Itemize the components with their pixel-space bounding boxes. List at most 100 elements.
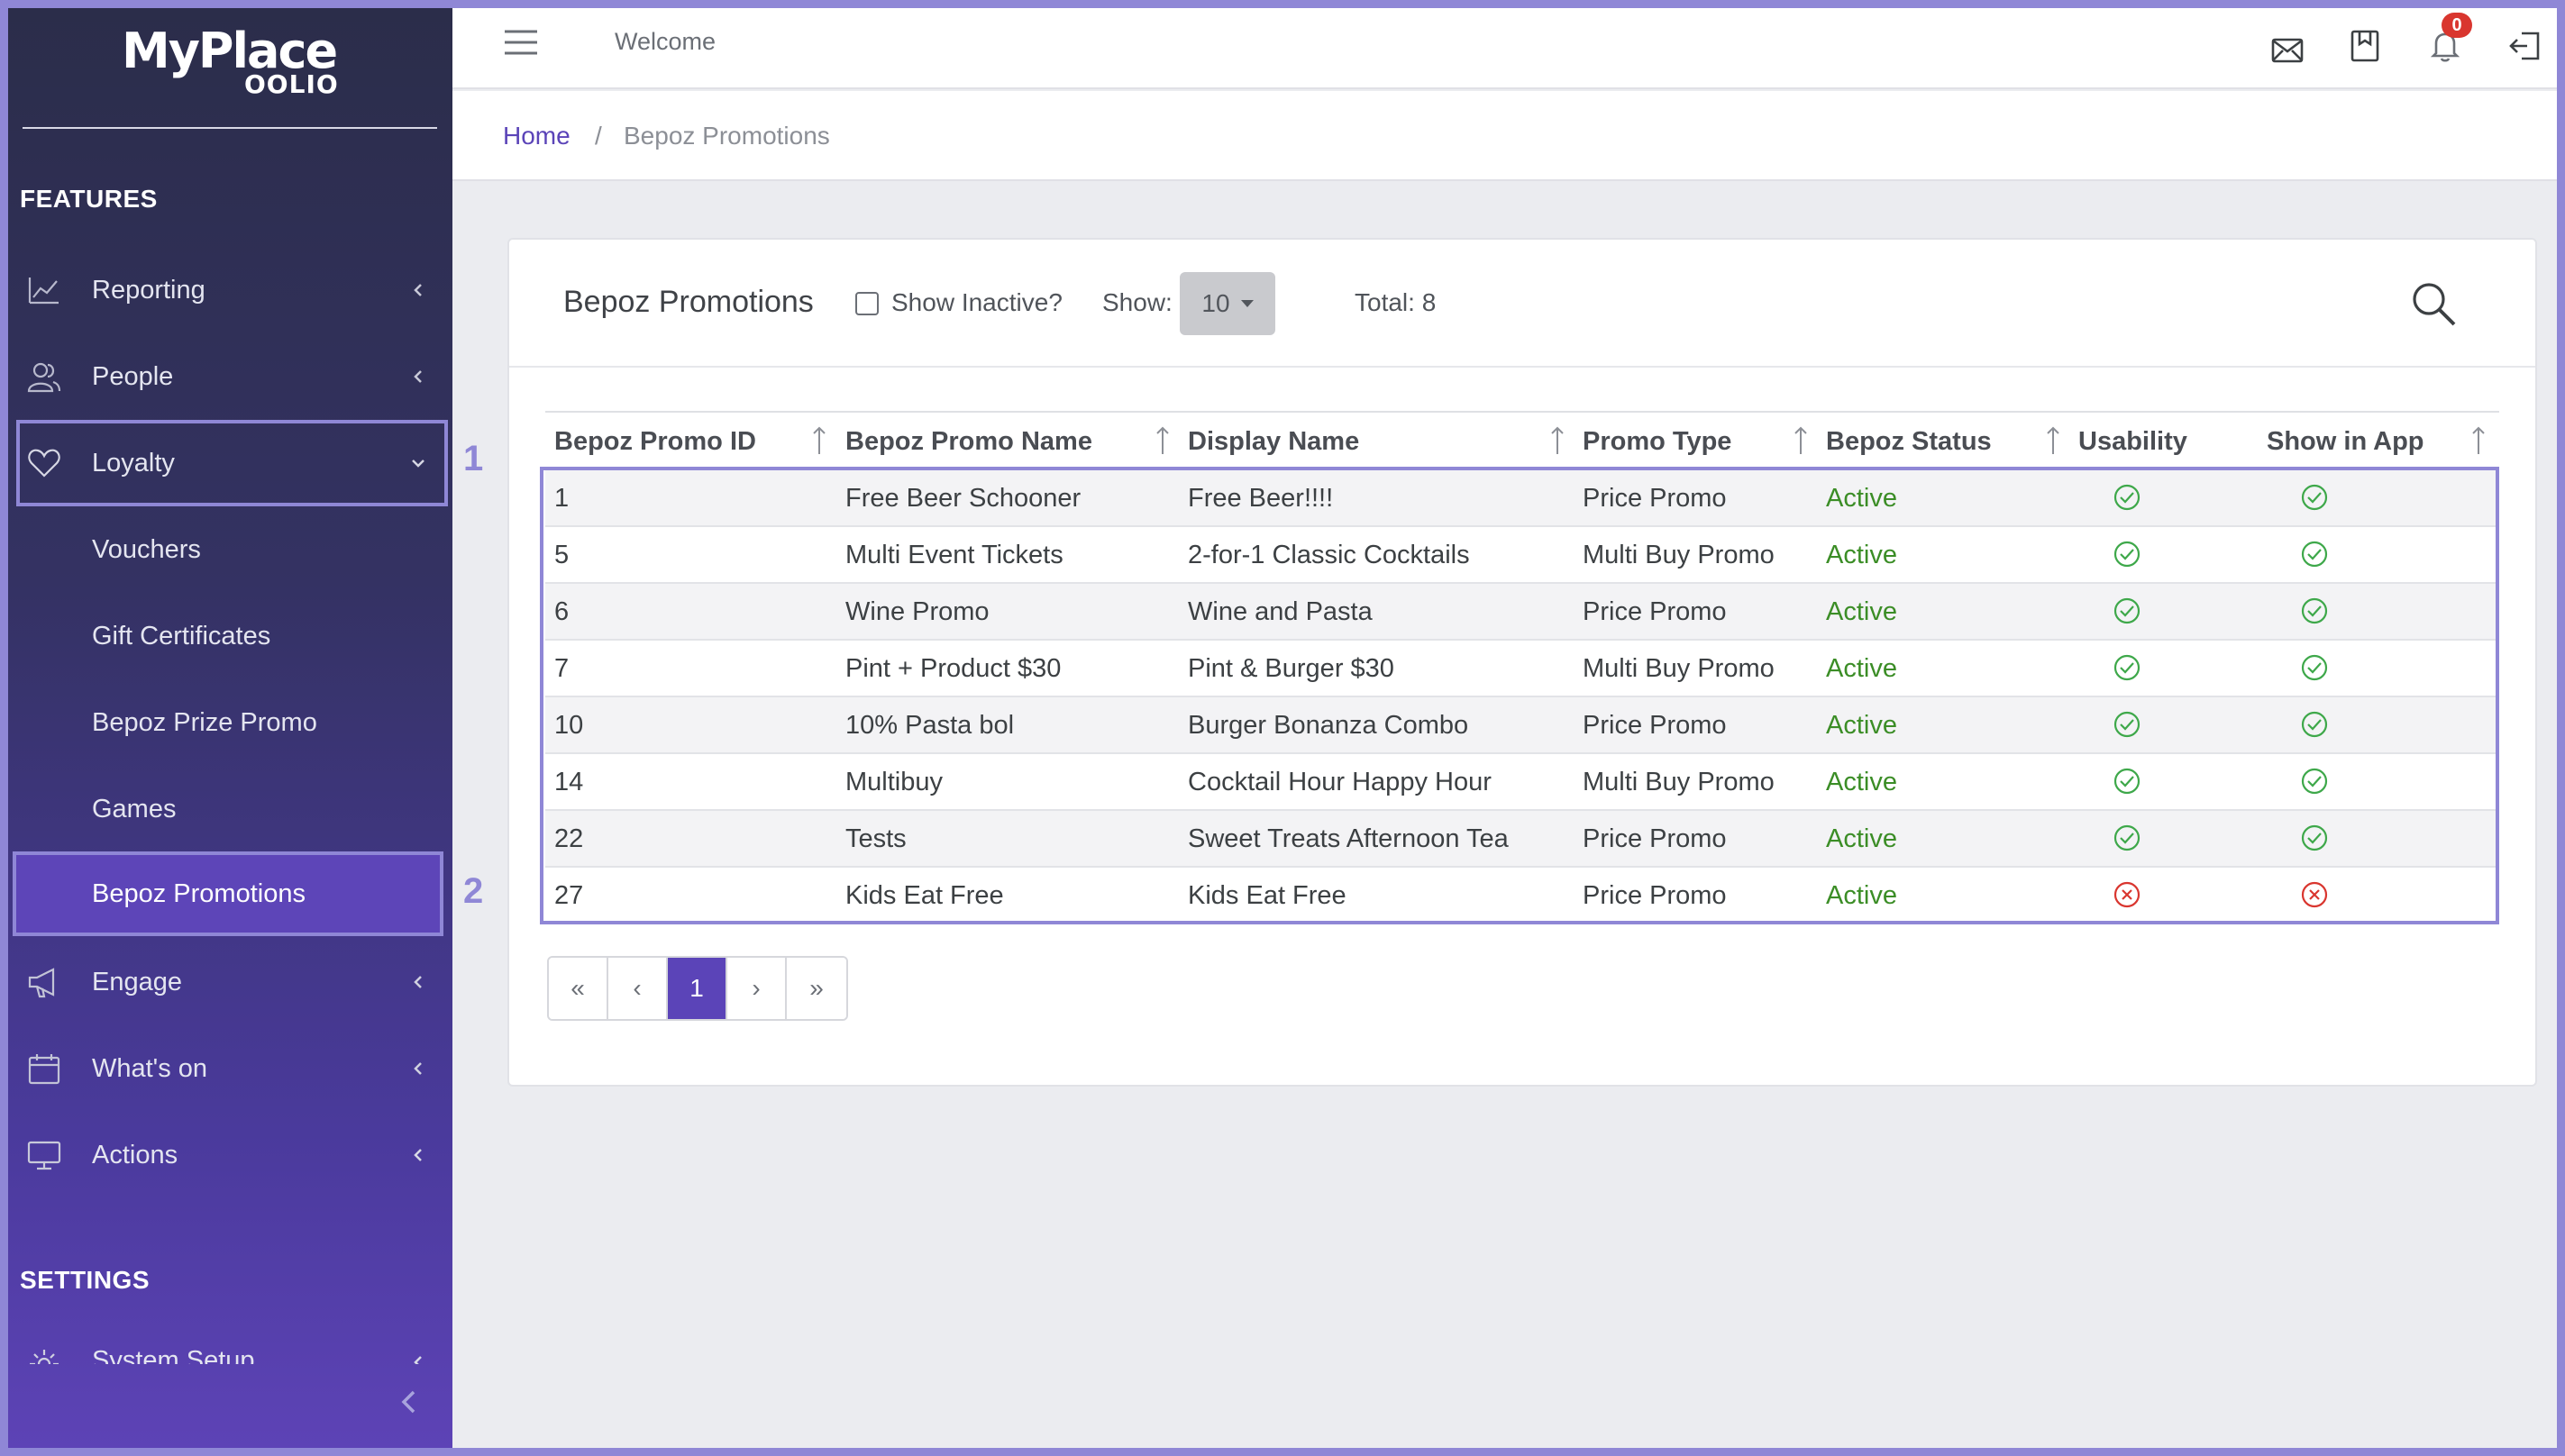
cell-promo-type: Multi Buy Promo (1583, 541, 1775, 569)
sidebar-item-reporting[interactable]: Reporting (8, 247, 452, 333)
sort-arrow-icon[interactable] (2045, 425, 2061, 456)
chevron-left-icon (414, 1062, 422, 1075)
show-in-app-check-icon (2300, 710, 2329, 739)
table-row[interactable]: 1 Free Beer Schooner Free Beer!!!! Price Pr… (545, 469, 2499, 525)
bookmark-icon[interactable] (2347, 28, 2383, 64)
show-in-app-check-icon (2300, 653, 2329, 682)
sidebar-item-vouchers[interactable]: Vouchers (8, 506, 452, 593)
sidebar-item-label: System Setup (92, 1346, 255, 1364)
table-row[interactable]: 14 Multibuy Cocktail Hour Happy Hour Multi … (545, 752, 2499, 809)
usability-check-icon (2113, 824, 2141, 852)
topbar: Welcome 0 (452, 8, 2557, 89)
last-page-button[interactable]: » (787, 958, 846, 1019)
table-row[interactable]: 6 Wine Promo Wine and Pasta Price Promo Acti… (545, 582, 2499, 639)
logo-sub-text: OOLIO (244, 69, 339, 99)
sidebar-item-system-setup[interactable]: System Setup (8, 1326, 452, 1364)
table-row[interactable]: 7 Pint + Product $30 Pint & Burger $30 Mult… (545, 639, 2499, 696)
cell-promo-id: 22 (554, 824, 584, 853)
cell-bepoz-status: Active (1826, 768, 1897, 796)
usability-check-icon (2113, 596, 2141, 625)
page-size-dropdown[interactable]: 10 (1180, 272, 1275, 335)
table-row[interactable]: 22 Tests Sweet Treats Afternoon Tea Price P… (545, 809, 2499, 866)
promotions-table: Bepoz Promo ID Bepoz Promo Name Display … (540, 411, 2499, 924)
cell-promo-name: Multibuy (845, 768, 943, 796)
sidebar-item-label: Bepoz Prize Promo (92, 707, 317, 737)
sort-arrow-icon[interactable] (811, 425, 827, 456)
monitor-icon (27, 1141, 61, 1170)
column-header-usability[interactable]: Usability (2078, 427, 2187, 456)
logout-icon[interactable] (2507, 28, 2543, 64)
breadcrumb-current: Bepoz Promotions (624, 122, 830, 150)
cell-promo-name: Tests (845, 824, 907, 853)
chevron-left-icon (414, 1149, 422, 1161)
table-row[interactable]: 10 10% Pasta bol Burger Bonanza Combo Price… (545, 696, 2499, 752)
chevron-left-icon (414, 976, 422, 988)
cell-promo-id: 10 (554, 711, 584, 740)
column-header-display-name[interactable]: Display Name (1188, 427, 1360, 456)
cell-promo-type: Multi Buy Promo (1583, 768, 1775, 796)
cell-promo-name: Pint + Product $30 (845, 654, 1062, 683)
heart-icon (28, 449, 60, 478)
column-header-promo-name[interactable]: Bepoz Promo Name (845, 427, 1092, 456)
usability-check-icon (2113, 710, 2141, 739)
cell-promo-id: 7 (554, 654, 570, 683)
mail-icon[interactable] (2269, 32, 2305, 68)
sidebar-item-actions[interactable]: Actions (8, 1112, 452, 1198)
sidebar-item-label: Bepoz Promotions (92, 878, 306, 908)
sort-arrow-icon[interactable] (1793, 425, 1809, 456)
cell-promo-id: 5 (554, 541, 570, 569)
next-page-button[interactable]: › (727, 958, 787, 1019)
sidebar-item-people[interactable]: People (8, 333, 452, 420)
show-in-app-check-icon (2300, 767, 2329, 796)
cell-promo-name: Multi Event Tickets (845, 541, 1063, 569)
table-row[interactable]: 5 Multi Event Tickets 2-for-1 Classic Cock… (545, 525, 2499, 582)
sidebar-item-engage[interactable]: Engage (8, 939, 452, 1025)
show-in-app-check-icon (2300, 483, 2329, 512)
cell-bepoz-status: Active (1826, 597, 1897, 626)
sidebar-item-games[interactable]: Games (8, 766, 452, 852)
table-row[interactable]: 27 Kids Eat Free Kids Eat Free Price Promo A… (545, 866, 2499, 923)
hamburger-menu-icon[interactable] (503, 28, 539, 57)
column-header-promo-type[interactable]: Promo Type (1583, 427, 1732, 456)
table-header-row: Bepoz Promo ID Bepoz Promo Name Display … (545, 411, 2499, 469)
column-header-bepoz-status[interactable]: Bepoz Status (1826, 427, 1992, 456)
sidebar-item-bepoz-prize-promo[interactable]: Bepoz Prize Promo (8, 679, 452, 766)
chevron-left-icon (414, 370, 422, 383)
sort-arrow-icon[interactable] (2470, 425, 2487, 456)
cell-promo-type: Price Promo (1583, 484, 1727, 513)
cell-display-name: Sweet Treats Afternoon Tea (1188, 824, 1509, 853)
sort-arrow-icon[interactable] (1155, 425, 1171, 456)
welcome-text: Welcome (615, 28, 717, 55)
cell-display-name: Free Beer!!!! (1188, 484, 1334, 513)
first-page-button[interactable]: « (549, 958, 608, 1019)
prev-page-button[interactable]: ‹ (608, 958, 668, 1019)
sort-arrow-icon[interactable] (1549, 425, 1565, 456)
logo[interactable]: MyPlace OOLIO (23, 8, 437, 129)
pagination: « ‹ 1 › » (547, 956, 848, 1021)
page-1-button[interactable]: 1 (668, 958, 727, 1019)
breadcrumb-home-link[interactable]: Home (503, 122, 571, 150)
column-header-show-in-app[interactable]: Show in App (2267, 427, 2424, 456)
breadcrumb-separator: / (595, 122, 602, 150)
cell-promo-name: 10% Pasta bol (845, 711, 1015, 740)
collapse-sidebar-icon[interactable] (397, 1388, 421, 1415)
sidebar-item-gift-certificates[interactable]: Gift Certificates (8, 593, 452, 679)
caret-down-icon (1240, 300, 1254, 307)
show-inactive-checkbox[interactable] (855, 292, 879, 315)
chevron-left-icon (414, 1356, 422, 1364)
cell-promo-name: Wine Promo (845, 597, 990, 626)
search-icon[interactable] (2409, 279, 2458, 328)
sidebar-item-whats-on[interactable]: What's on (8, 1025, 452, 1112)
sidebar-item-label: Actions (92, 1140, 178, 1169)
cell-promo-id: 6 (554, 597, 570, 626)
sidebar-item-label: Gift Certificates (92, 621, 271, 651)
column-header-promo-id[interactable]: Bepoz Promo ID (554, 427, 756, 456)
chevron-down-icon (412, 460, 424, 468)
cell-promo-name: Kids Eat Free (845, 881, 1004, 910)
sidebar-item-bepoz-promotions[interactable]: Bepoz Promotions (13, 851, 443, 936)
sidebar-item-loyalty[interactable]: Loyalty (16, 420, 448, 506)
show-inactive-label[interactable]: Show Inactive? (891, 288, 1063, 316)
cell-promo-id: 1 (554, 484, 570, 513)
megaphone-icon (28, 968, 55, 998)
sidebar-item-label: Loyalty (92, 448, 175, 478)
